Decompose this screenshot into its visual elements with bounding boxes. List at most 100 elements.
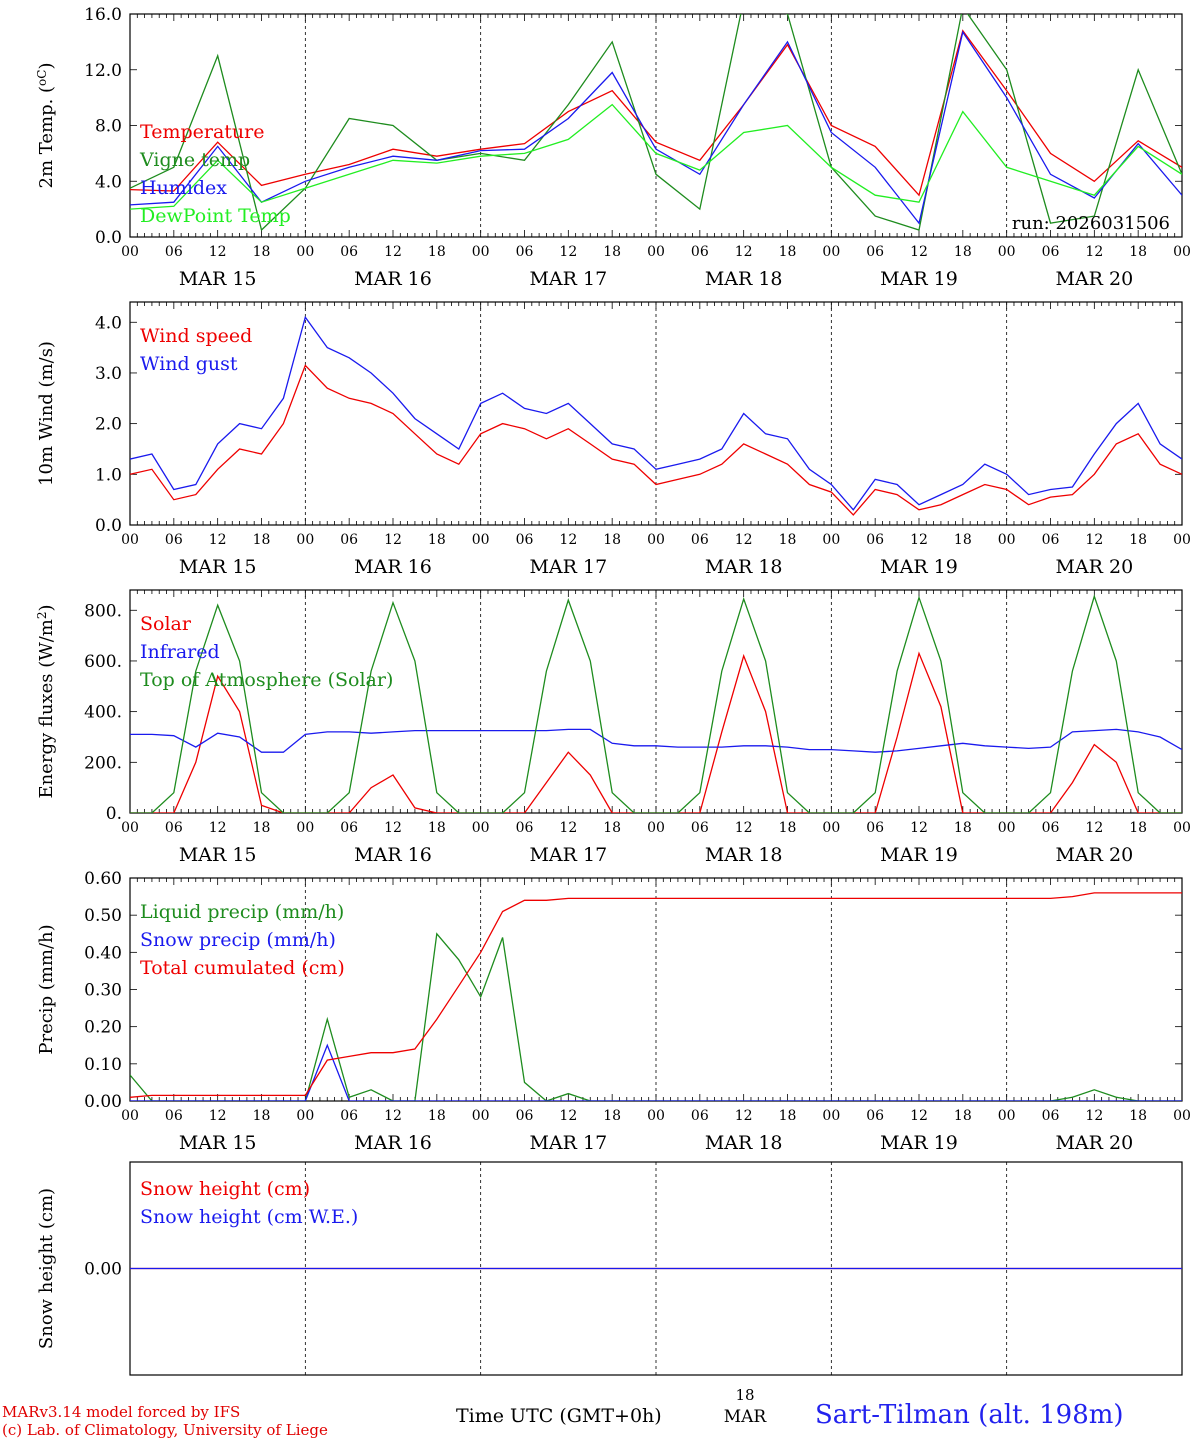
- panel-2: 00 06 12 18 00 06 12 18 00 06 12 18 00 06 12 18 00 06 12 18…: [36, 301, 1191, 578]
- legend-entry: Humidex: [140, 177, 227, 199]
- x-day-label: MAR 16: [354, 1132, 432, 1154]
- x-tick-label: 12: [559, 532, 577, 548]
- x-tick-label: 12: [209, 1108, 227, 1124]
- x-tick-label: 06: [516, 244, 534, 260]
- x-tick-label: 12: [209, 244, 227, 260]
- x-tick-label: 06: [516, 1108, 534, 1124]
- x-day-label: MAR 18: [705, 1132, 783, 1154]
- x-tick-label: 06: [691, 244, 709, 260]
- y-tick-label: 0.50: [84, 906, 122, 926]
- x-tick-label: 12: [559, 244, 577, 260]
- x-tick-label: 06: [866, 532, 884, 548]
- x-tick-label: 18: [428, 532, 446, 548]
- x-tick-label: 12: [209, 820, 227, 836]
- x-tick-label: 12: [910, 532, 928, 548]
- x-day-label: MAR 16: [354, 268, 432, 290]
- x-tick-label: 06: [1042, 244, 1060, 260]
- legend-entry: Wind gust: [140, 353, 238, 375]
- x-tick-label: 12: [1085, 244, 1103, 260]
- x-tick-label: 00: [998, 1108, 1016, 1124]
- legend-entry: Snow height (cm): [140, 1178, 310, 1200]
- x-day-label: MAR 17: [529, 844, 607, 866]
- x-tick-label: 12: [735, 532, 753, 548]
- run-label: run: 2026031506: [1012, 213, 1170, 234]
- x-day-label: MAR 15: [179, 556, 257, 578]
- y-tick-label: 3.0: [95, 364, 122, 384]
- x-day-label: MAR 20: [1055, 1132, 1133, 1154]
- x-axis-mid-month: MAR: [723, 1407, 767, 1427]
- x-tick-label: 18: [603, 244, 621, 260]
- y-tick-label: 0.20: [84, 1018, 122, 1038]
- panel-3: 00 06 12 18 00 06 12 18 00 06 12 18 00 06 12 18 00 06 12 18…: [35, 589, 1191, 866]
- x-tick-label: 06: [1042, 1108, 1060, 1124]
- x-tick-label: 18: [603, 532, 621, 548]
- y-tick-label: 200.: [84, 753, 122, 773]
- series-line-wind-speed: [130, 364, 1182, 516]
- x-tick-label: 18: [428, 244, 446, 260]
- y-tick-label: 0.30: [84, 981, 122, 1001]
- y-tick-label: 16.0: [84, 5, 122, 25]
- x-day-label: MAR 18: [705, 844, 783, 866]
- x-tick-label: 18: [1129, 820, 1147, 836]
- x-day-label: MAR 20: [1055, 844, 1133, 866]
- legend-entry: Temperature: [140, 121, 264, 143]
- x-day-label: MAR 19: [880, 556, 958, 578]
- x-tick-label: 12: [384, 532, 402, 548]
- y-tick-label: 800.: [84, 601, 122, 621]
- lab-credit: (c) Lab. of Climatology, University of L…: [2, 1421, 328, 1439]
- x-tick-label: 00: [1173, 244, 1191, 260]
- x-tick-label: 12: [735, 244, 753, 260]
- x-tick-label: 00: [998, 820, 1016, 836]
- x-tick-label: 06: [165, 532, 183, 548]
- plot-frame: [129, 13, 1183, 238]
- x-tick-label: 12: [735, 820, 753, 836]
- x-tick-label: 12: [559, 820, 577, 836]
- x-tick-label: 12: [910, 820, 928, 836]
- y-tick-label: 0.40: [84, 943, 122, 963]
- x-tick-label: 12: [1085, 1108, 1103, 1124]
- y-axis-title: Precip (mm/h): [36, 924, 57, 1054]
- y-axis-title: 2m Temp. (oC): [35, 63, 57, 189]
- x-tick-label: 18: [954, 532, 972, 548]
- panel-5: 0.00 Snow height (cm) Snow height (cm) Snow…: [36, 1161, 1183, 1376]
- legend-entry: Liquid precip (mm/h): [140, 901, 344, 923]
- x-tick-label: 06: [866, 820, 884, 836]
- x-tick-label: 06: [866, 1108, 884, 1124]
- legend-entry: Vigne temp: [139, 149, 250, 171]
- y-tick-label: 0.: [106, 804, 122, 824]
- x-tick-label: 18: [1129, 244, 1147, 260]
- x-tick-label: 00: [296, 244, 314, 260]
- x-axis-mid-day: 18: [735, 1386, 755, 1404]
- x-tick-label: 00: [647, 244, 665, 260]
- x-tick-label: 00: [1173, 1108, 1191, 1124]
- x-tick-label: 18: [779, 820, 797, 836]
- x-tick-label: 18: [779, 532, 797, 548]
- series-line-temperature: [130, 29, 1182, 197]
- x-tick-label: 00: [1173, 532, 1191, 548]
- x-tick-label: 06: [165, 1108, 183, 1124]
- x-tick-label: 00: [296, 820, 314, 836]
- x-tick-label: 00: [121, 532, 139, 548]
- x-tick-label: 00: [472, 532, 490, 548]
- x-tick-label: 18: [428, 820, 446, 836]
- series-line-infrared: [130, 728, 1182, 753]
- y-axis-title: Snow height (cm): [36, 1188, 57, 1349]
- x-tick-label: 12: [735, 1108, 753, 1124]
- model-credit: MARv3.14 model forced by IFS: [2, 1403, 241, 1421]
- x-tick-label: 00: [647, 1108, 665, 1124]
- legend-entry: Infrared: [140, 641, 220, 663]
- x-tick-label: 18: [253, 1108, 271, 1124]
- x-tick-label: 18: [253, 244, 271, 260]
- x-day-label: MAR 17: [529, 268, 607, 290]
- x-tick-label: 18: [954, 1108, 972, 1124]
- x-tick-label: 00: [822, 820, 840, 836]
- panel-4: 00 06 12 18 00 06 12 18 00 06 12 18 00 06 12 18 00 06 12 18…: [36, 869, 1191, 1154]
- x-tick-label: 18: [779, 1108, 797, 1124]
- y-tick-label: 0.00: [84, 1092, 122, 1112]
- meteogram-svg: 00 06 12 18 00 06 12 18 00 06 12 18 00 06 12 18 00 06 12 18…: [35, 5, 1191, 1376]
- x-tick-label: 18: [603, 820, 621, 836]
- x-tick-label: 18: [253, 820, 271, 836]
- x-tick-label: 18: [428, 1108, 446, 1124]
- y-tick-label: 4.0: [95, 313, 122, 333]
